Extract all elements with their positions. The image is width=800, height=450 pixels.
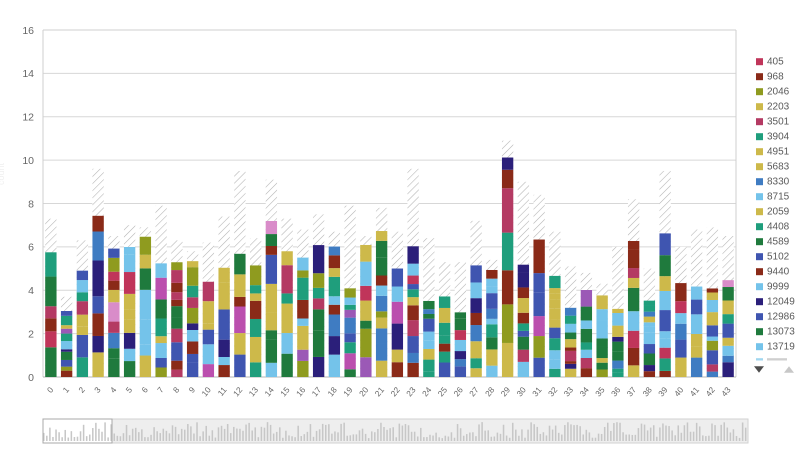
svg-text:count: count	[0, 162, 6, 185]
svg-text:4589: 4589	[767, 237, 790, 248]
svg-text:12986: 12986	[767, 312, 795, 323]
svg-text:8715: 8715	[767, 192, 790, 203]
svg-text:3904: 3904	[767, 132, 790, 143]
svg-text:12049: 12049	[767, 297, 795, 308]
svg-text:13073: 13073	[767, 327, 795, 338]
svg-text:5102: 5102	[767, 252, 790, 263]
svg-text:2203: 2203	[767, 102, 790, 113]
svg-text:2059: 2059	[767, 207, 790, 218]
svg-text:14: 14	[22, 68, 34, 80]
svg-text:4951: 4951	[767, 147, 790, 158]
svg-text:12: 12	[22, 112, 34, 124]
svg-text:2: 2	[28, 328, 34, 340]
svg-text:968: 968	[767, 72, 784, 83]
svg-text:13719: 13719	[767, 342, 795, 353]
svg-text:2046: 2046	[767, 87, 790, 98]
svg-text:3501: 3501	[767, 117, 790, 128]
svg-text:5683: 5683	[767, 162, 790, 173]
svg-text:16: 16	[22, 25, 34, 37]
svg-text:9999: 9999	[767, 282, 790, 293]
svg-text:4408: 4408	[767, 222, 790, 233]
svg-text:4: 4	[28, 285, 34, 297]
svg-text:8330: 8330	[767, 177, 790, 188]
svg-text:6: 6	[28, 242, 34, 254]
svg-text:9440: 9440	[767, 267, 790, 278]
svg-text:0: 0	[28, 372, 34, 384]
svg-text:8: 8	[28, 198, 34, 210]
svg-text:10: 10	[22, 155, 34, 167]
svg-text:405: 405	[767, 57, 784, 68]
